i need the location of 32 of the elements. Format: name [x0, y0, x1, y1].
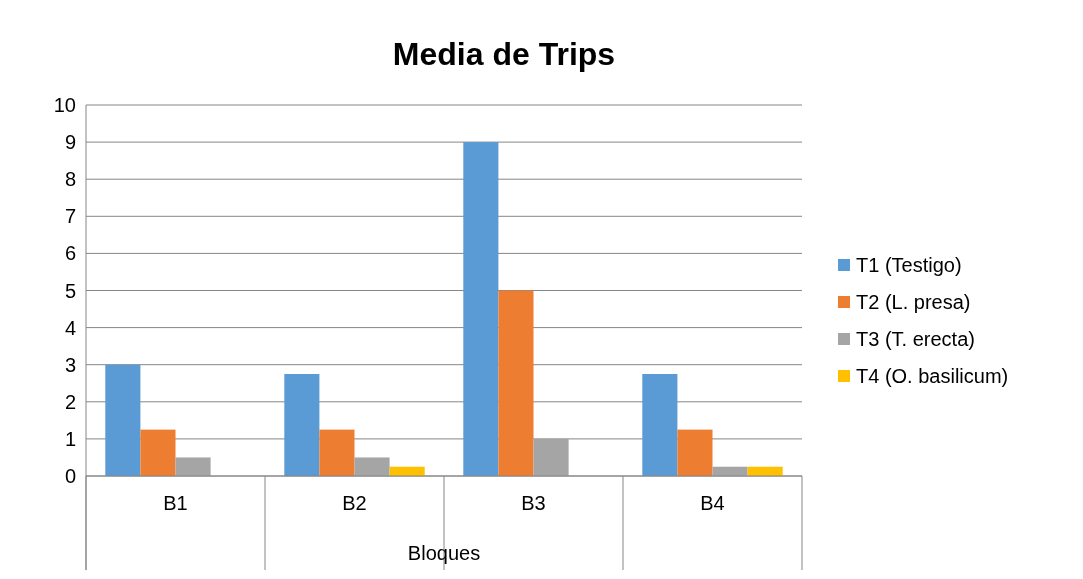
x-tick-label: B1 — [163, 492, 188, 514]
y-tick-label: 9 — [64, 131, 76, 154]
legend-label: T3 (T. erecta) — [856, 328, 975, 350]
y-tick-label: 7 — [64, 205, 76, 228]
bar — [354, 457, 390, 476]
bar — [463, 142, 499, 476]
y-tick-label: 5 — [64, 279, 76, 302]
y-tick-label: 10 — [53, 94, 76, 116]
legend-label: T1 (Testigo) — [856, 254, 962, 276]
x-tick-label: B4 — [700, 492, 725, 514]
bar — [284, 373, 320, 476]
bar — [319, 429, 355, 476]
bar — [677, 429, 713, 476]
bar — [105, 364, 141, 476]
y-tick-label: 3 — [64, 353, 76, 376]
bar — [533, 438, 569, 476]
bar — [642, 373, 678, 476]
bar — [498, 290, 534, 476]
bar — [175, 457, 211, 476]
chart-title: Media de Trips — [392, 36, 616, 72]
bar — [140, 429, 176, 476]
legend-label: T4 (O. basilicum) — [856, 365, 1009, 387]
legend-label: T2 (L. presa) — [856, 291, 971, 313]
x-tick-label: B3 — [521, 492, 546, 514]
y-tick-label: 8 — [64, 168, 76, 191]
y-tick-label: 0 — [64, 465, 76, 487]
y-tick-label: 6 — [64, 242, 76, 265]
y-tick-label: 4 — [64, 316, 76, 339]
y-tick-label: 2 — [64, 390, 76, 413]
x-tick-label: B2 — [342, 492, 367, 514]
x-axis-title: Bloques — [407, 542, 481, 564]
y-tick-label: 1 — [64, 427, 76, 450]
